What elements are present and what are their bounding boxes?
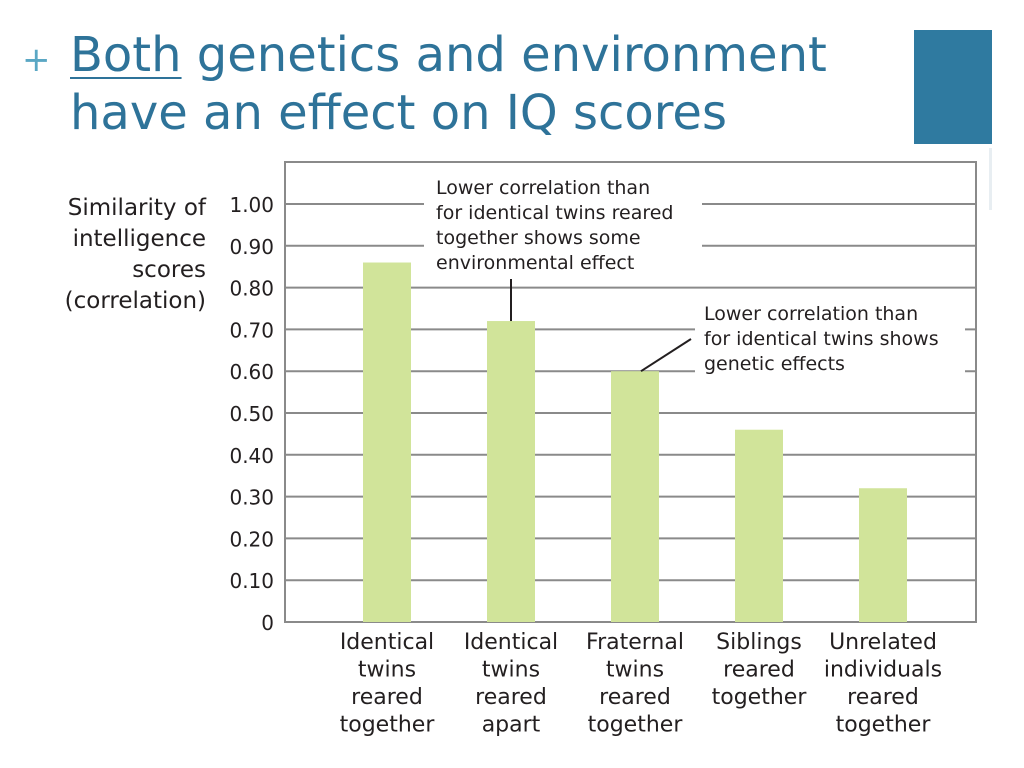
bar (735, 429, 783, 622)
x-category-label: Identical (464, 630, 558, 655)
decorative-accent-line (989, 148, 992, 210)
x-category-label: reared (351, 685, 423, 710)
slide-title: Both genetics and environment have an ef… (70, 26, 900, 142)
annotation-text: for identical twins reared (436, 202, 674, 224)
x-category-label: reared (599, 685, 671, 710)
bar (487, 321, 535, 622)
y-tick-label: 0 (261, 611, 274, 635)
x-category-label: together (340, 713, 436, 738)
y-tick-label: 0.20 (229, 527, 274, 551)
y-tick-label: 0.10 (229, 569, 274, 593)
x-category-label: reared (847, 685, 919, 710)
bullet-plus-icon: + (22, 40, 51, 80)
x-category-label: together (712, 685, 808, 710)
y-tick-label: 0.80 (229, 277, 274, 301)
x-category-label: twins (606, 658, 664, 683)
x-category-label: together (836, 713, 932, 738)
annotation-text: together shows some (436, 227, 641, 249)
x-category-label: reared (723, 658, 795, 683)
y-axis-label-line: Similarity of (67, 195, 206, 221)
x-category-label: Fraternal (586, 630, 684, 655)
x-category-label: Siblings (716, 630, 802, 655)
y-axis-label-line: scores (132, 257, 206, 283)
y-tick-label: 0.30 (229, 486, 274, 510)
slide-title-line-1-rest: genetics and environment (181, 27, 827, 83)
slide-title-line-2: have an effect on IQ scores (70, 85, 727, 141)
y-tick-label: 0.40 (229, 444, 274, 468)
annotation-text: for identical twins shows (704, 328, 939, 350)
slide-title-line-1: Both genetics and environment (70, 26, 900, 84)
bar (363, 262, 411, 622)
bar (859, 488, 907, 622)
annotation-text: genetic effects (704, 353, 845, 375)
decorative-accent-bar (914, 30, 992, 144)
x-category-label: twins (358, 658, 416, 683)
y-tick-label: 1.00 (229, 193, 274, 217)
annotation-leader-line (640, 338, 692, 373)
annotation-background (695, 298, 965, 379)
y-axis-label: Similarity of intelligence scores (corre… (10, 193, 206, 317)
x-category-label: together (588, 713, 684, 738)
x-category-label: Unrelated (829, 630, 937, 655)
y-axis-label-line: intelligence (72, 226, 206, 252)
annotation-text: Lower correlation than (704, 303, 918, 325)
y-axis-label-line: (correlation) (64, 288, 206, 314)
annotation-background (424, 172, 702, 278)
annotation-text: Lower correlation than (436, 177, 650, 199)
y-tick-label: 0.70 (229, 318, 274, 342)
x-category-label: apart (482, 713, 541, 738)
x-category-label: Identical (340, 630, 434, 655)
y-tick-label: 0.50 (229, 402, 274, 426)
y-tick-label: 0.90 (229, 235, 274, 259)
slide-title-emphasis: Both (70, 27, 182, 83)
x-category-label: twins (482, 658, 540, 683)
x-category-label: reared (475, 685, 547, 710)
x-category-label: individuals (824, 658, 942, 683)
annotation-text: environmental effect (436, 252, 634, 274)
bar (611, 371, 659, 622)
y-tick-label: 0.60 (229, 360, 274, 384)
